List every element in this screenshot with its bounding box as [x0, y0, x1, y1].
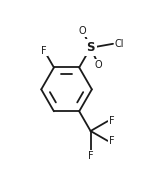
- Text: Cl: Cl: [114, 39, 124, 49]
- Text: F: F: [41, 45, 47, 56]
- Text: O: O: [95, 60, 102, 70]
- Text: O: O: [79, 25, 86, 36]
- Text: S: S: [86, 41, 95, 54]
- Text: F: F: [88, 151, 93, 161]
- Text: F: F: [109, 136, 114, 146]
- Text: F: F: [109, 116, 114, 126]
